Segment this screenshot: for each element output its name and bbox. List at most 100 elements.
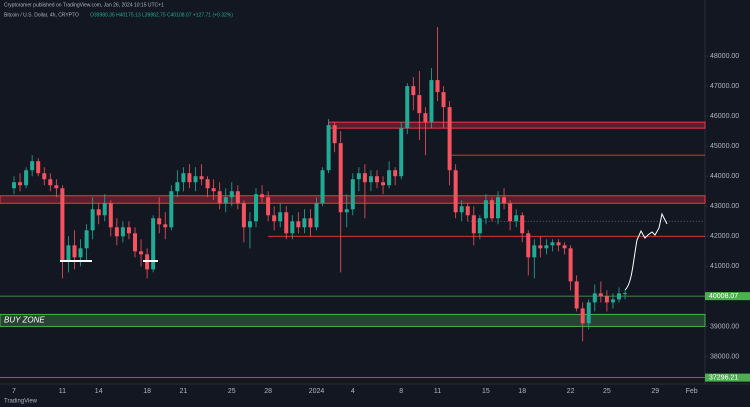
candle-body (435, 80, 440, 93)
x-tick-label: 18 (143, 388, 151, 395)
candle-body (399, 128, 404, 177)
candle-body (375, 176, 379, 183)
candle-body (90, 209, 95, 231)
candle-body (66, 245, 71, 261)
candle-body (266, 197, 271, 216)
candle-body (278, 212, 283, 222)
candle-body (235, 191, 240, 204)
candle-body (12, 182, 16, 189)
zone (0, 313, 706, 327)
candle-body (368, 176, 373, 183)
candle-body (411, 86, 416, 96)
candle-body (617, 293, 621, 300)
candle-body (610, 299, 615, 303)
projection-path (624, 212, 668, 291)
candle-body (514, 215, 519, 222)
x-tick-label: 15 (482, 388, 490, 395)
candle-body (556, 242, 561, 246)
candle-body (139, 251, 144, 255)
candle-body (211, 188, 216, 192)
y-tick-label: 48000.00 (710, 53, 739, 60)
x-tick-label: 11 (434, 388, 441, 395)
candle-body (604, 296, 609, 303)
price-label: 37296.21 (709, 374, 738, 381)
candle-body (284, 212, 289, 234)
candle-body (241, 203, 246, 228)
candle-body (447, 107, 452, 171)
candle-body (598, 293, 603, 297)
x-tick-label: 25 (603, 388, 611, 395)
candle-body (84, 230, 89, 249)
candle-body (126, 227, 131, 234)
candle-body (60, 188, 65, 261)
x-tick-label: 29 (651, 388, 659, 395)
x-tick-label: Feb (686, 388, 698, 395)
candle-body (187, 173, 192, 183)
y-tick-label: 39000.00 (710, 323, 739, 330)
x-tick-label: 25 (228, 388, 236, 395)
candle-body (538, 245, 543, 249)
candle-body (18, 182, 23, 186)
candle-body (568, 248, 573, 282)
y-tick-label: 47000.00 (710, 83, 739, 90)
candle-body (362, 173, 367, 183)
candle-body (320, 170, 325, 204)
candle-body (429, 80, 434, 123)
candle-body (502, 197, 507, 204)
candle-body (405, 86, 410, 129)
footer: TradingView (4, 399, 38, 405)
candle-body (496, 197, 500, 219)
candle-body (393, 170, 398, 177)
candle-body (157, 218, 162, 225)
candle-body (193, 176, 198, 183)
candle-body (108, 203, 113, 228)
candle-body (169, 191, 174, 228)
publisher: Cryptoramer published on TradingView.com… (4, 2, 164, 8)
price-label-box (705, 373, 750, 382)
candle-body (350, 179, 355, 210)
candle-body (332, 125, 337, 144)
y-tick-label: 44000.00 (710, 173, 739, 180)
symbol-title: Bitcoin / U.S. Dollar, 4h, CRYPTO (4, 12, 79, 18)
candle-body (302, 218, 307, 228)
candle-body (562, 245, 567, 249)
candle-body (453, 170, 458, 213)
y-tick-label: 38000.00 (710, 353, 739, 360)
x-tick-label: 28 (264, 388, 272, 395)
candle-body (48, 179, 53, 186)
y-tick-label: 41000.00 (710, 263, 739, 270)
candle-body (471, 215, 476, 234)
zone (328, 121, 706, 129)
candle-body (550, 242, 555, 246)
x-tick-label: 21 (180, 388, 188, 395)
candle-body (592, 293, 597, 303)
candle-body (296, 221, 301, 228)
x-tick-label: 4 (351, 388, 355, 395)
y-tick-label: 43000.00 (710, 203, 739, 210)
candle-body (574, 281, 579, 309)
candle-body (120, 227, 125, 237)
candle-body (423, 113, 428, 123)
candle-body (36, 161, 41, 174)
candle-body (344, 209, 349, 213)
ohlc-readout: O39980.36 H40175.13 L39862.75 C40108.07 … (90, 12, 233, 18)
candle-body (477, 218, 482, 234)
candle-body (199, 176, 204, 180)
candle-body (133, 233, 137, 252)
candle-body (586, 302, 591, 324)
price-label: 40008.07 (709, 293, 738, 300)
candle-body (24, 170, 29, 186)
candle-body (181, 173, 186, 183)
candle-body (459, 206, 464, 213)
candle-body (489, 200, 494, 219)
candle-body (532, 245, 537, 258)
candle-body (623, 293, 628, 295)
candle-body (508, 203, 513, 222)
x-tick-label: 2024 (309, 388, 325, 395)
candle-body (308, 218, 313, 228)
candle-body (314, 203, 319, 228)
zone-label: BUY ZONE (4, 316, 45, 325)
price-label-box (705, 292, 750, 301)
